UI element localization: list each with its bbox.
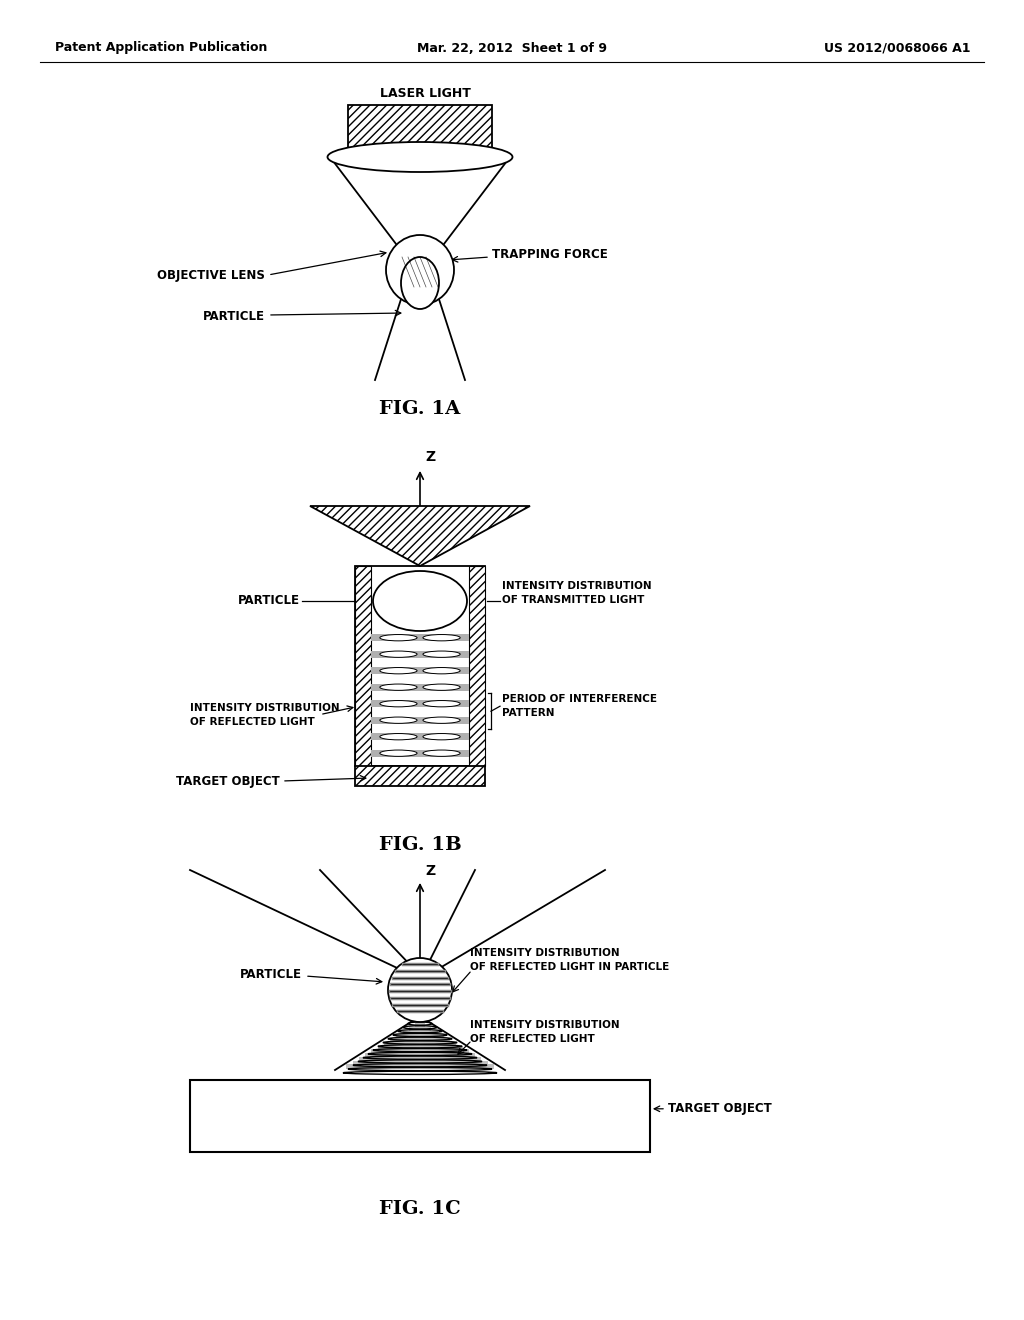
Text: PARTICLE: PARTICLE bbox=[203, 310, 265, 323]
Bar bbox=[390, 1038, 450, 1043]
Ellipse shape bbox=[423, 717, 460, 723]
Text: Z: Z bbox=[425, 450, 435, 465]
Text: INTENSITY DISTRIBUTION
OF TRANSMITTED LIGHT: INTENSITY DISTRIBUTION OF TRANSMITTED LI… bbox=[502, 581, 651, 605]
Ellipse shape bbox=[380, 717, 417, 723]
Text: FIG. 1B: FIG. 1B bbox=[379, 836, 462, 854]
Polygon shape bbox=[310, 506, 530, 566]
Bar bbox=[378, 1045, 463, 1051]
Ellipse shape bbox=[423, 734, 460, 741]
Ellipse shape bbox=[423, 750, 460, 756]
Bar bbox=[396, 1035, 443, 1039]
Bar bbox=[348, 106, 492, 157]
Bar bbox=[371, 667, 469, 675]
Ellipse shape bbox=[380, 684, 417, 690]
Ellipse shape bbox=[423, 668, 460, 675]
Ellipse shape bbox=[423, 635, 460, 642]
Text: TARGET OBJECT: TARGET OBJECT bbox=[176, 775, 280, 788]
Bar bbox=[190, 1080, 650, 1152]
Bar bbox=[469, 566, 485, 766]
Bar bbox=[402, 1031, 437, 1035]
Text: TRAPPING FORCE: TRAPPING FORCE bbox=[492, 248, 608, 261]
Text: Patent Application Publication: Patent Application Publication bbox=[55, 41, 267, 54]
Bar bbox=[384, 1041, 457, 1047]
Ellipse shape bbox=[380, 668, 417, 675]
Text: OBJECTIVE LENS: OBJECTIVE LENS bbox=[157, 268, 265, 281]
Ellipse shape bbox=[380, 635, 417, 642]
Ellipse shape bbox=[328, 143, 512, 172]
Bar bbox=[355, 766, 485, 785]
Ellipse shape bbox=[380, 651, 417, 657]
Ellipse shape bbox=[380, 734, 417, 741]
Bar bbox=[372, 1049, 469, 1055]
Text: PARTICLE: PARTICLE bbox=[240, 969, 302, 982]
Text: LASER LIGHT: LASER LIGHT bbox=[380, 87, 470, 100]
Bar bbox=[371, 750, 469, 756]
Ellipse shape bbox=[423, 701, 460, 708]
Text: INTENSITY DISTRIBUTION
OF REFLECTED LIGHT: INTENSITY DISTRIBUTION OF REFLECTED LIGH… bbox=[190, 702, 340, 726]
Ellipse shape bbox=[373, 572, 467, 631]
Bar bbox=[346, 1064, 494, 1069]
Ellipse shape bbox=[386, 235, 454, 305]
Bar bbox=[355, 566, 371, 766]
Bar bbox=[371, 651, 469, 657]
Text: Z: Z bbox=[425, 865, 435, 878]
Text: FIG. 1A: FIG. 1A bbox=[379, 400, 461, 418]
Text: TARGET OBJECT: TARGET OBJECT bbox=[668, 1102, 772, 1115]
Bar bbox=[371, 717, 469, 723]
Bar bbox=[371, 634, 469, 642]
Text: INTENSITY DISTRIBUTION
OF REFLECTED LIGHT: INTENSITY DISTRIBUTION OF REFLECTED LIGH… bbox=[470, 1020, 620, 1044]
Text: Mar. 22, 2012  Sheet 1 of 9: Mar. 22, 2012 Sheet 1 of 9 bbox=[417, 41, 607, 54]
Ellipse shape bbox=[380, 701, 417, 708]
Text: FIG. 1C: FIG. 1C bbox=[379, 1200, 461, 1218]
Bar bbox=[358, 1057, 481, 1061]
Ellipse shape bbox=[380, 750, 417, 756]
Ellipse shape bbox=[423, 651, 460, 657]
Text: US 2012/0068066 A1: US 2012/0068066 A1 bbox=[823, 41, 970, 54]
Text: PERIOD OF INTERFERENCE
PATTERN: PERIOD OF INTERFERENCE PATTERN bbox=[502, 694, 657, 718]
Bar bbox=[365, 1053, 475, 1059]
Bar bbox=[355, 566, 485, 766]
Text: INTENSITY DISTRIBUTION
OF REFLECTED LIGHT IN PARTICLE: INTENSITY DISTRIBUTION OF REFLECTED LIGH… bbox=[470, 948, 670, 972]
Ellipse shape bbox=[401, 257, 439, 309]
Bar bbox=[415, 1023, 425, 1028]
Circle shape bbox=[388, 958, 452, 1022]
Bar bbox=[371, 733, 469, 741]
Bar bbox=[352, 1060, 487, 1065]
Bar bbox=[371, 700, 469, 708]
Text: PARTICLE: PARTICLE bbox=[238, 594, 300, 607]
Bar bbox=[371, 684, 469, 690]
Bar bbox=[409, 1027, 431, 1032]
Ellipse shape bbox=[423, 684, 460, 690]
